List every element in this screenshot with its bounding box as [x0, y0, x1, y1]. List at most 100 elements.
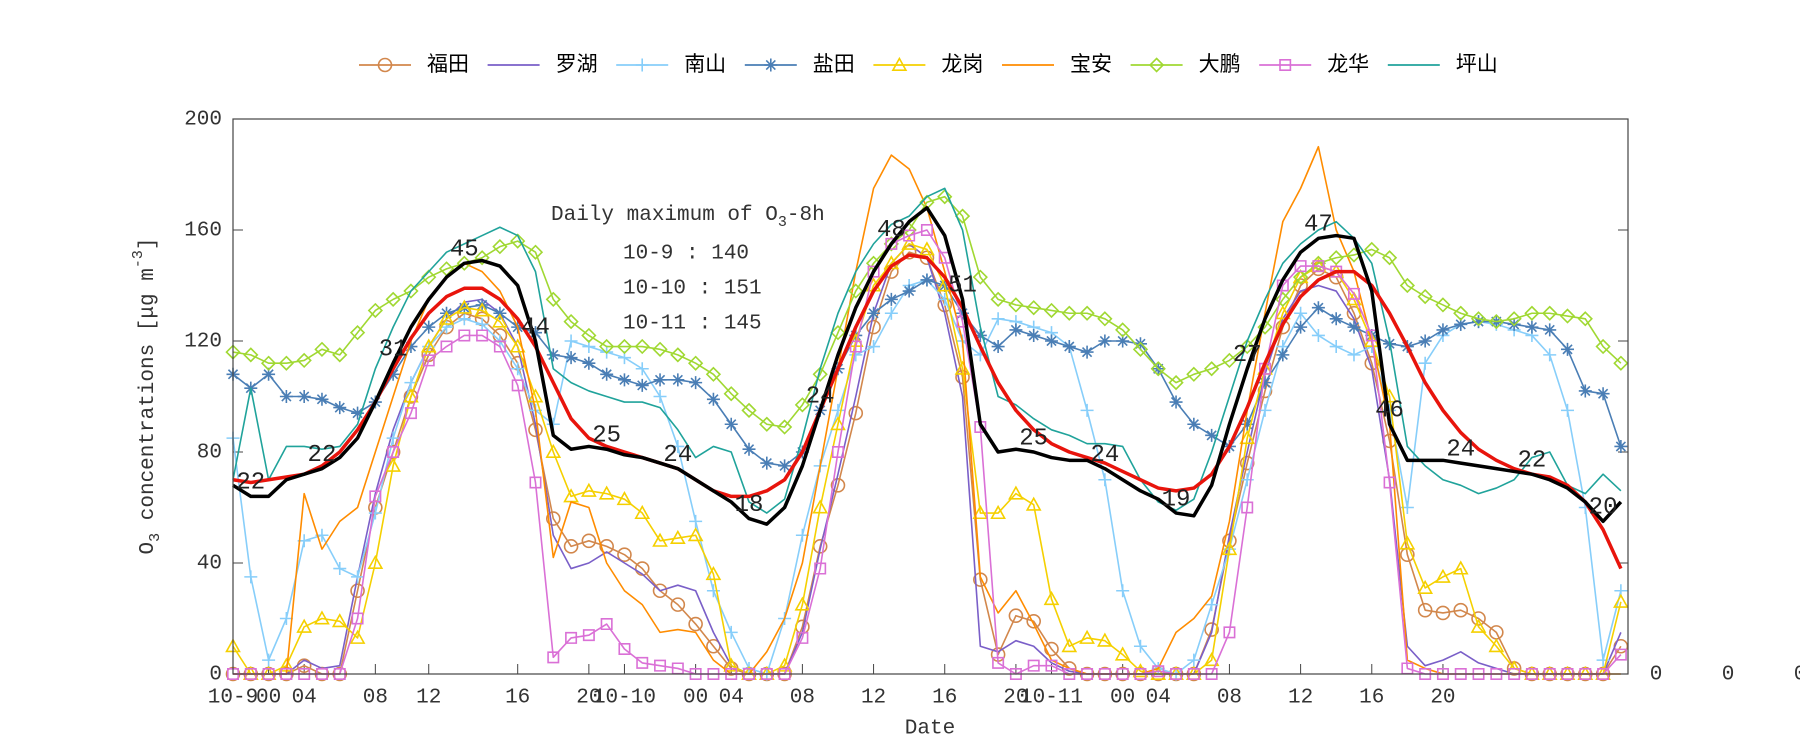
- marker: [670, 597, 686, 612]
- marker: [724, 625, 738, 639]
- marker: [796, 631, 809, 644]
- legend-item: 罗湖: [487, 52, 598, 76]
- x-tick-label: 00: [1110, 687, 1135, 710]
- marker: [1223, 626, 1236, 639]
- legend-label: 大鹏: [1199, 52, 1241, 76]
- marker: [368, 506, 382, 520]
- marker: [687, 355, 704, 371]
- marker: [1044, 334, 1058, 348]
- marker: [866, 319, 881, 335]
- marker: [1347, 348, 1361, 362]
- marker: [1470, 618, 1487, 633]
- marker: [1204, 361, 1220, 377]
- x-tick-label: 16: [505, 687, 530, 710]
- marker: [1525, 668, 1538, 680]
- marker: [581, 533, 597, 549]
- series: [233, 145, 1621, 675]
- marker: [1274, 305, 1291, 320]
- marker: [1294, 260, 1307, 273]
- series: [226, 273, 1628, 473]
- point-label: 27: [1233, 342, 1262, 369]
- marker: [1044, 641, 1059, 657]
- marker: [1418, 356, 1432, 370]
- point-label: 25: [1019, 425, 1048, 452]
- marker: [1148, 57, 1165, 73]
- marker: [1240, 417, 1254, 431]
- marker: [600, 367, 614, 381]
- marker: [262, 668, 275, 680]
- marker: [529, 476, 542, 489]
- marker: [377, 57, 393, 73]
- marker: [670, 347, 686, 363]
- marker: [349, 325, 366, 341]
- marker: [333, 562, 347, 576]
- marker: [1115, 322, 1131, 338]
- marker: [547, 651, 560, 664]
- marker: [1186, 366, 1202, 382]
- marker: [831, 403, 845, 417]
- marker: [315, 668, 328, 680]
- marker: [652, 532, 668, 547]
- marker: [244, 570, 258, 584]
- marker: [885, 237, 898, 250]
- plot-frame: [232, 118, 1629, 675]
- marker: [581, 327, 597, 344]
- marker: [527, 244, 544, 260]
- marker: [1418, 334, 1432, 348]
- marker: [1596, 387, 1610, 401]
- marker: [474, 250, 490, 266]
- marker: [760, 456, 774, 470]
- marker: [1578, 384, 1592, 398]
- marker: [1364, 241, 1380, 258]
- legend-label: 福田: [427, 52, 469, 76]
- x-tick-label: 10-9: [208, 687, 258, 710]
- marker: [1347, 287, 1360, 300]
- marker: [725, 668, 738, 680]
- right-label: 0: [1722, 664, 1735, 687]
- marker: [1258, 403, 1272, 417]
- marker: [972, 504, 989, 520]
- marker: [1577, 311, 1593, 327]
- marker: [1561, 668, 1574, 680]
- marker: [867, 340, 881, 354]
- y-axis-label-part: concentrations [μg m: [137, 268, 160, 533]
- marker: [1561, 403, 1574, 417]
- marker: [831, 446, 844, 458]
- marker: [1579, 668, 1592, 680]
- annotation-title-part: -8h: [787, 204, 825, 227]
- marker: [1116, 334, 1130, 348]
- x-tick-label: 04: [1146, 687, 1171, 710]
- legend-label: 龙华: [1327, 52, 1369, 76]
- series-line: [232, 279, 1622, 467]
- marker: [901, 244, 917, 260]
- y-tick-label: 160: [184, 220, 222, 243]
- marker: [1470, 311, 1487, 327]
- marker: [1027, 659, 1040, 672]
- point-label: 22: [308, 442, 337, 469]
- annotation-line: 10-11 : 145: [623, 313, 762, 336]
- marker: [919, 241, 935, 256]
- point-label: 24: [663, 442, 692, 469]
- marker: [991, 312, 1005, 326]
- marker: [635, 58, 649, 72]
- y-axis-label-part: 3: [147, 533, 164, 542]
- marker: [1080, 403, 1094, 417]
- legend-item: 福田: [359, 52, 469, 76]
- marker: [1204, 622, 1219, 637]
- marker: [1168, 374, 1184, 391]
- marker: [1506, 311, 1522, 327]
- marker: [296, 618, 313, 633]
- marker: [1008, 608, 1024, 624]
- marker: [333, 401, 347, 415]
- marker: [403, 283, 419, 299]
- marker: [367, 302, 383, 319]
- marker: [369, 490, 382, 503]
- marker: [492, 239, 508, 255]
- marker: [973, 328, 987, 342]
- marker: [635, 362, 649, 376]
- point-label: 25: [592, 423, 621, 450]
- marker: [279, 390, 293, 403]
- marker: [1258, 376, 1272, 390]
- marker: [438, 310, 455, 325]
